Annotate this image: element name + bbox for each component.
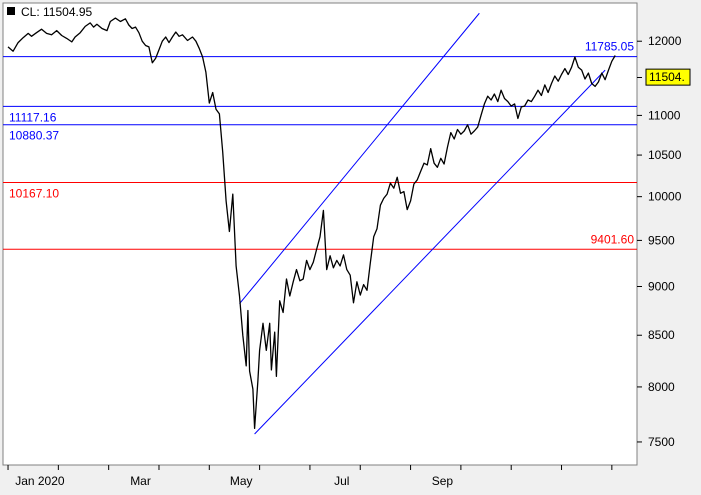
y-tick-label: 8500 [648,328,675,342]
chart-title: CL: 11504.95 [21,5,92,19]
x-tick-label: Jul [334,474,349,488]
x-tick-label: Sep [432,474,454,488]
x-tick-label: Mar [130,474,151,488]
y-tick-label: 7500 [648,435,675,449]
current-value-label: 11504. [649,70,685,84]
y-tick-label: 8000 [648,380,675,394]
y-tick-label: 10500 [648,148,682,162]
level-label: 11117.16 [9,110,57,124]
level-label: 9401.60 [591,232,635,246]
trend-channel-upper [239,12,480,305]
y-tick-label: 11000 [648,108,681,122]
price-line [7,17,616,430]
level-label: 10880.37 [9,129,59,143]
current-value-tag [645,68,691,86]
level-label: 10167.10 [9,187,59,201]
x-tick-label: Jan 2020 [15,474,65,488]
x-tick-label: May [230,474,253,488]
y-tick-label: 9500 [648,233,675,247]
y-tick-label: 10000 [648,190,682,204]
y-tick-label: 9000 [648,279,675,293]
level-label: 11785.05 [585,40,634,54]
trend-channel-lower [254,69,606,435]
title-swatch [7,7,15,15]
y-tick-label: 12000 [648,34,682,48]
